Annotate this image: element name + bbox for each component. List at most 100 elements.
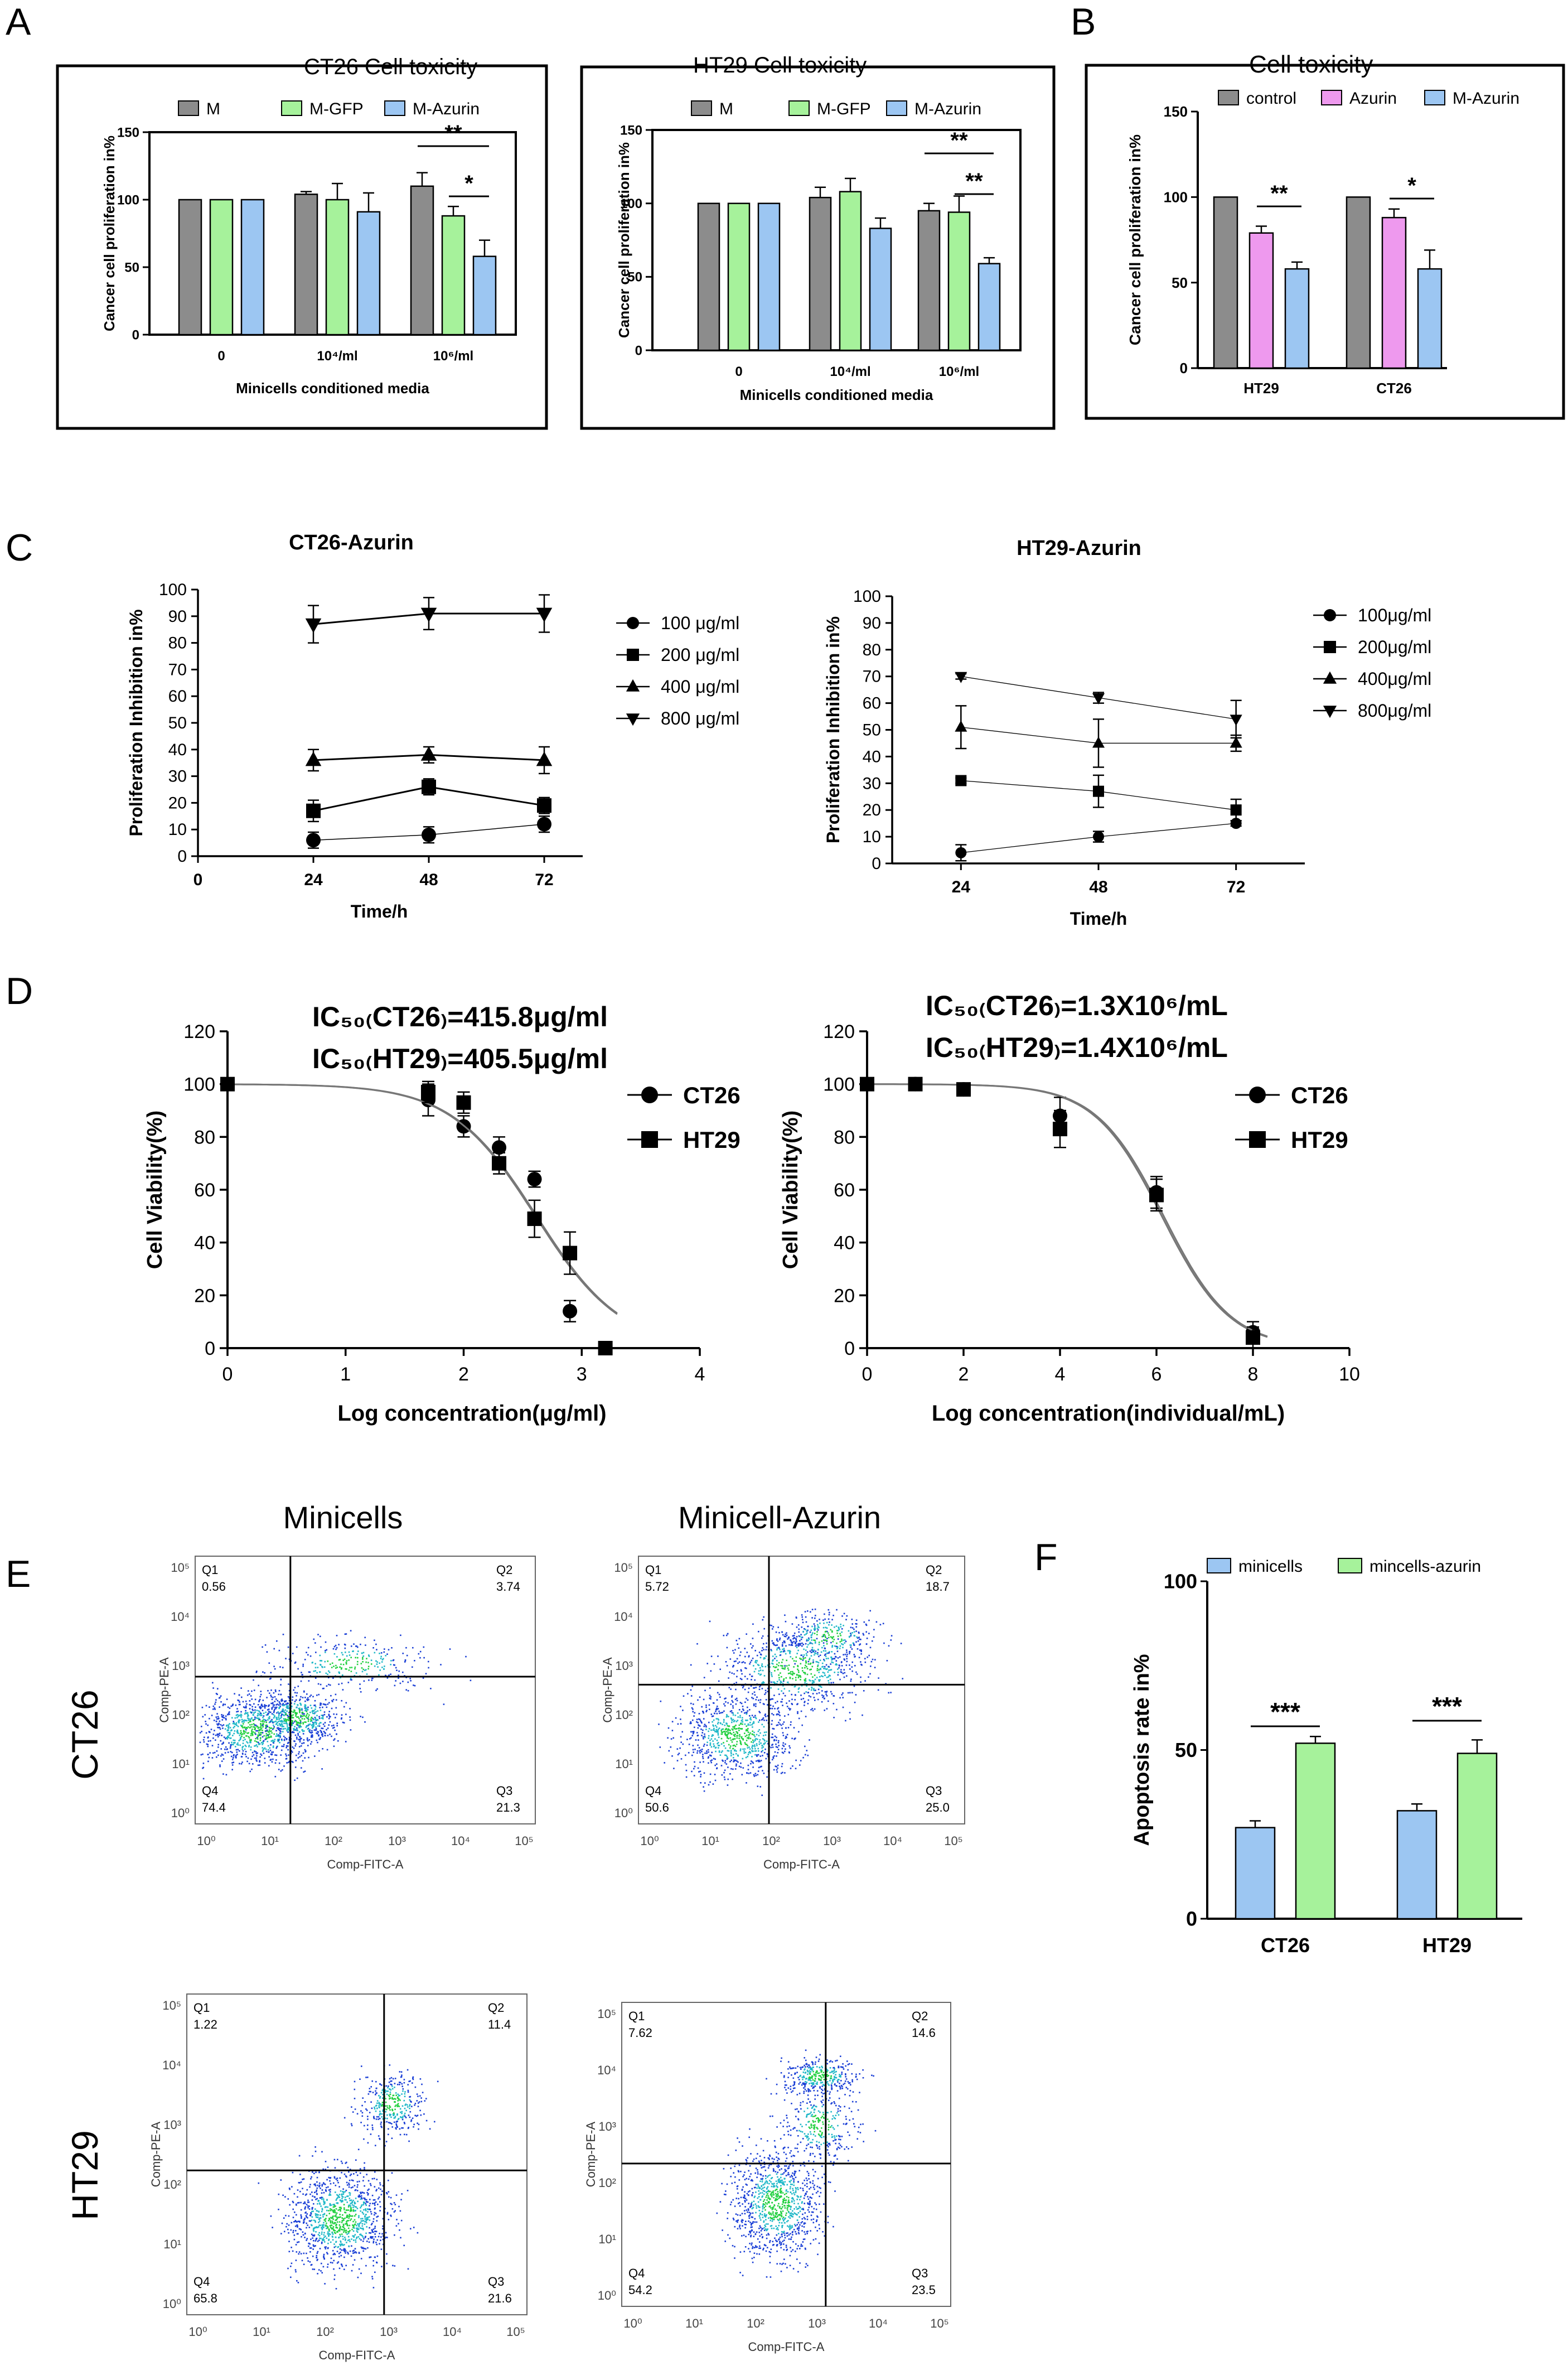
bar-m-azurin [977, 263, 1001, 351]
event-dot [706, 1752, 708, 1754]
event-dot [786, 1702, 787, 1704]
event-dot [835, 1660, 838, 1662]
event-dot [342, 2223, 345, 2225]
event-dot [747, 1678, 748, 1680]
event-dot [754, 1744, 756, 1746]
event-dot [822, 1676, 824, 1677]
event-dot [850, 1644, 852, 1646]
event-dot [866, 1638, 868, 1639]
event-dot [818, 1672, 820, 1673]
event-dot [732, 1768, 734, 1770]
event-dot [283, 1728, 285, 1730]
event-dot [806, 1668, 809, 1669]
event-dot [405, 1647, 407, 1649]
event-dot [400, 1634, 401, 1636]
event-dot [368, 2241, 370, 2243]
event-dot [273, 1665, 275, 1667]
event-dot [302, 1713, 304, 1715]
event-dot [300, 2202, 302, 2204]
event-dot [774, 1670, 776, 1672]
event-dot [280, 1770, 282, 1772]
event-dot [826, 1695, 828, 1697]
event-dot [300, 2214, 302, 2216]
event-dot [790, 1671, 792, 1673]
event-dot [343, 2248, 345, 2250]
event-dot [798, 1635, 800, 1637]
event-dot [254, 1724, 256, 1726]
event-dot [838, 1629, 839, 1631]
event-dot [849, 1664, 850, 1666]
event-dot [333, 1739, 335, 1741]
event-dot [326, 1716, 328, 1718]
event-dot [724, 1769, 726, 1771]
event-dot [418, 1653, 420, 1655]
event-dot [805, 1649, 807, 1651]
event-dot [742, 1719, 743, 1721]
event-dot [229, 1727, 231, 1729]
event-dot [292, 1714, 294, 1716]
event-dot [800, 1695, 802, 1696]
event-dot [306, 2222, 307, 2224]
event-dot [245, 1712, 246, 1714]
event-dot [333, 1645, 336, 1648]
event-dot [710, 1698, 712, 1700]
event-dot [363, 1680, 365, 1682]
event-dot [826, 1640, 828, 1642]
event-dot [221, 1714, 222, 1716]
event-dot [301, 1755, 302, 1756]
event-dot [259, 1737, 262, 1739]
event-dot [788, 1650, 791, 1652]
event-dot [264, 1705, 266, 1707]
event-dot [758, 1721, 759, 1723]
event-dot [317, 1667, 319, 1668]
event-dot [756, 1662, 757, 1664]
event-dot [776, 1771, 778, 1773]
event-dot [890, 1639, 892, 1641]
event-dot [761, 1794, 763, 1796]
event-dot [265, 1748, 267, 1750]
event-dot [296, 1720, 297, 1722]
event-dot [713, 1729, 715, 1731]
event-dot [230, 1744, 232, 1746]
event-dot [297, 1757, 299, 1759]
event-dot [288, 1700, 291, 1702]
event-dot [317, 1731, 320, 1733]
event-dot [200, 1754, 202, 1756]
event-dot [227, 1735, 229, 1737]
x-log-tick: 10⁵ [515, 1834, 534, 1848]
event-dot [798, 1644, 800, 1645]
event-dot [288, 1736, 291, 1739]
event-dot [834, 1658, 836, 1660]
event-dot [366, 2217, 368, 2219]
event-dot [285, 1758, 287, 1760]
event-dot [809, 1663, 811, 1665]
event-dot [796, 1644, 798, 1646]
event-dot [767, 1742, 769, 1745]
event-dot [711, 1751, 713, 1754]
event-dot [313, 1638, 315, 1640]
event-dot [287, 1727, 289, 1729]
event-dot [733, 1660, 735, 1663]
data-point [955, 847, 967, 858]
event-dot [318, 2239, 320, 2241]
event-dot [351, 1667, 353, 1668]
event-dot [718, 1727, 720, 1729]
event-dot [215, 1716, 217, 1718]
event-dot [281, 1710, 283, 1712]
event-dot [271, 1708, 273, 1710]
event-dot [772, 1705, 774, 1707]
event-dot [731, 1672, 733, 1674]
event-dot [659, 1746, 661, 1748]
event-dot [786, 1659, 787, 1662]
event-dot [776, 1666, 777, 1668]
event-dot [724, 1705, 726, 1707]
event-dot [846, 1653, 848, 1655]
event-dot [310, 1718, 312, 1720]
event-dot [738, 1661, 741, 1663]
event-dot [284, 1720, 285, 1721]
event-dot [320, 2205, 322, 2207]
event-dot [376, 2243, 378, 2246]
event-dot [292, 1721, 293, 1722]
event-dot [345, 2238, 346, 2240]
event-dot [315, 2191, 317, 2193]
